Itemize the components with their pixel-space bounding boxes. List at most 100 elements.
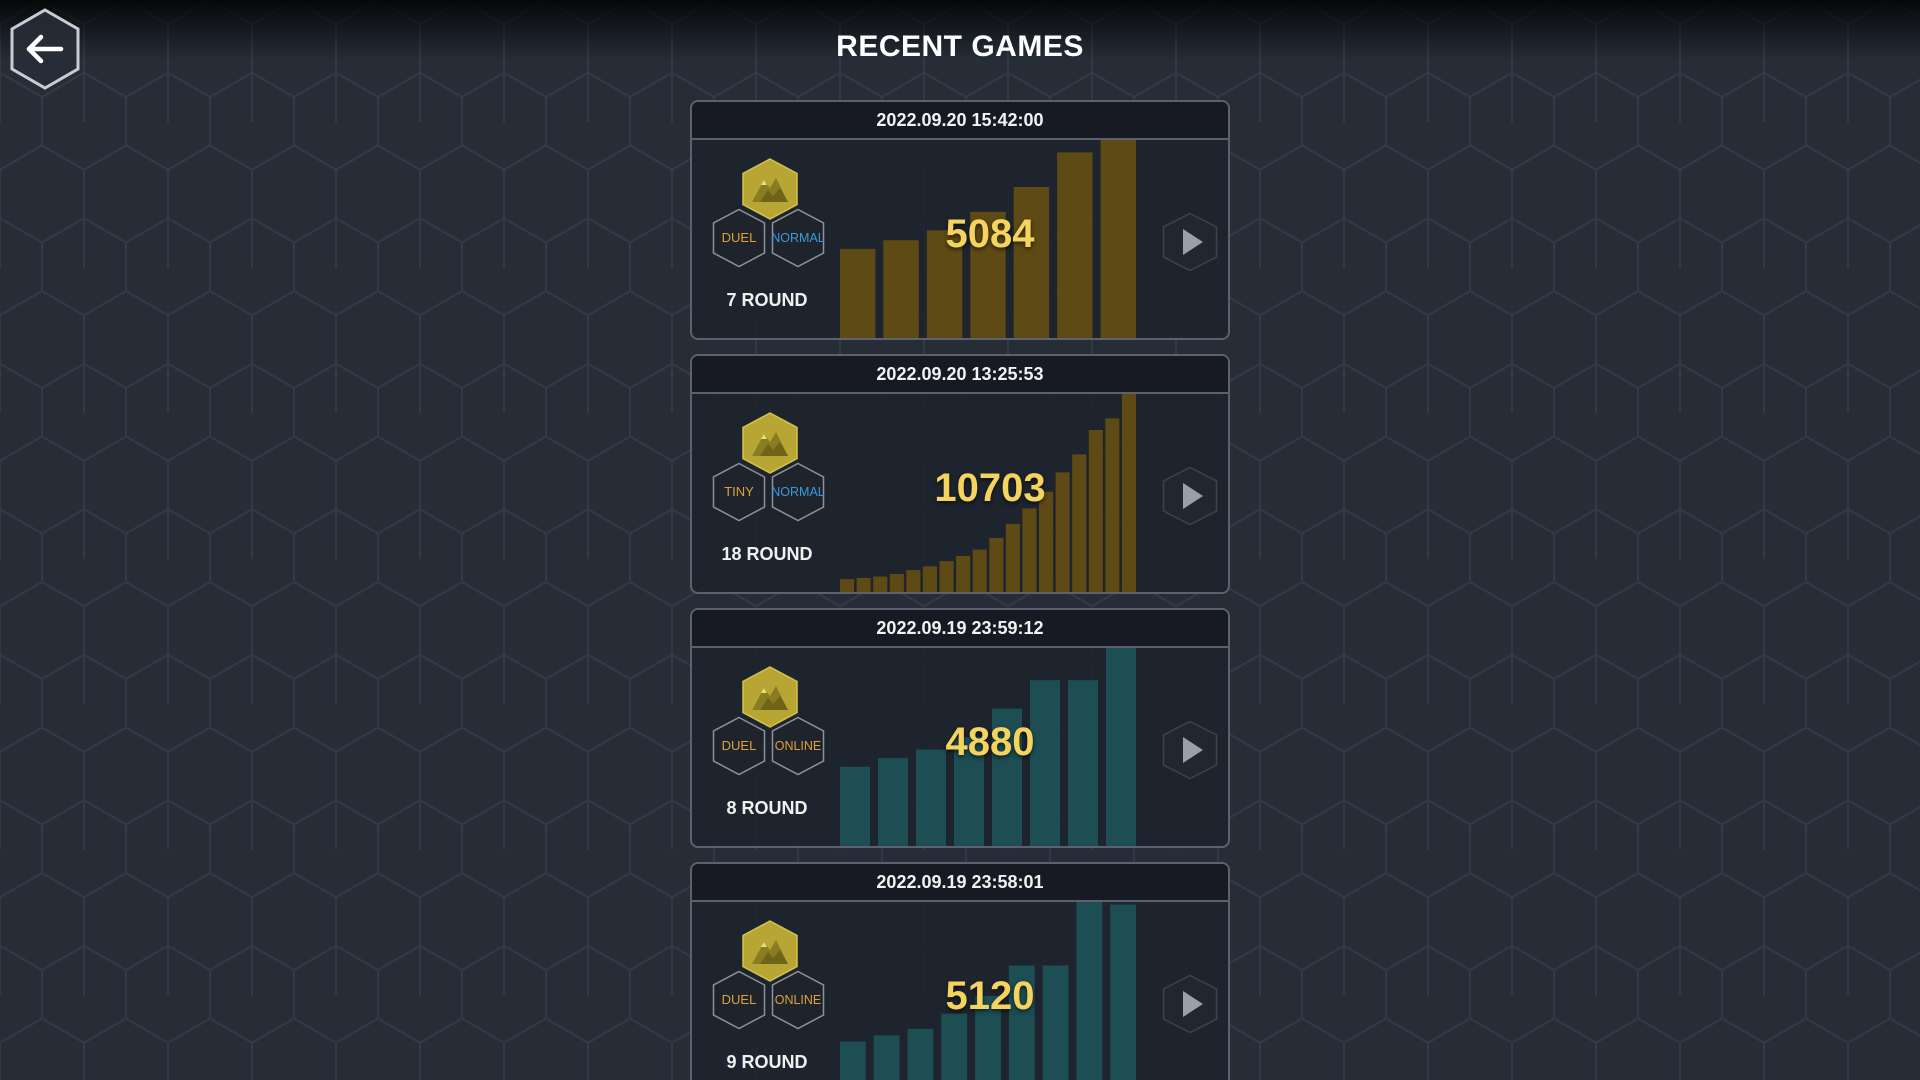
game-list: 2022.09.20 15:42:00 DUEL NORMAL 7 ROUND 5084… xyxy=(690,100,1230,1080)
round-bar xyxy=(975,995,1001,1080)
card-body: DUEL ONLINE 9 ROUND 5120 xyxy=(692,902,1228,1080)
round-bar xyxy=(922,566,937,592)
bar-chart xyxy=(840,648,1136,846)
round-bar xyxy=(878,758,908,846)
round-bar xyxy=(1121,394,1136,592)
round-count: 18 ROUND xyxy=(721,544,813,564)
round-bar xyxy=(1013,187,1050,338)
round-bar xyxy=(939,561,954,592)
replay-button[interactable] xyxy=(1162,212,1218,272)
replay-button[interactable] xyxy=(1162,974,1218,1034)
type-label: NORMAL xyxy=(771,231,825,245)
game-card[interactable]: 2022.09.19 23:59:12 DUEL ONLINE 8 ROUND 4880 xyxy=(690,608,1230,848)
round-bar xyxy=(873,1035,900,1080)
round-bar xyxy=(840,766,870,846)
type-tag: ONLINE xyxy=(771,970,825,1030)
round-bar xyxy=(989,538,1004,592)
round-bar xyxy=(1076,902,1103,1080)
mode-label: TINY xyxy=(724,484,754,499)
replay-button[interactable] xyxy=(1162,466,1218,526)
mountain-map-icon xyxy=(742,666,798,728)
game-score: 5120 xyxy=(945,974,1035,1018)
mode-label: DUEL xyxy=(721,738,757,753)
play-icon xyxy=(1162,974,1218,1034)
play-icon xyxy=(1162,720,1218,780)
round-score-chart xyxy=(840,902,1140,1080)
mode-tag: DUEL xyxy=(712,970,766,1030)
game-score: 4880 xyxy=(945,720,1035,764)
round-bar xyxy=(1042,965,1069,1080)
game-badges: DUEL ONLINE 9 ROUND xyxy=(702,920,825,1080)
round-count: 8 ROUND xyxy=(726,798,808,818)
round-bar xyxy=(883,240,919,338)
round-bar xyxy=(840,1041,866,1080)
round-bar xyxy=(1088,430,1103,592)
round-count: 7 ROUND xyxy=(726,290,808,310)
mountain-map-icon xyxy=(742,920,798,982)
mode-label: DUEL xyxy=(721,992,757,1007)
game-badges: DUEL NORMAL 7 ROUND xyxy=(702,158,825,328)
mode-label: DUEL xyxy=(721,230,757,245)
mode-tag: TINY xyxy=(712,462,766,522)
back-button[interactable] xyxy=(8,8,82,90)
round-bar xyxy=(926,230,963,338)
type-label: ONLINE xyxy=(774,993,822,1007)
round-bar xyxy=(1068,680,1098,846)
round-bar xyxy=(970,211,1006,338)
play-icon xyxy=(1162,212,1218,272)
bar-chart xyxy=(840,902,1136,1080)
round-bar xyxy=(907,1028,934,1080)
type-label: NORMAL xyxy=(771,485,825,499)
round-bar xyxy=(1072,454,1087,592)
round-bar xyxy=(1055,472,1070,592)
round-bar xyxy=(873,576,888,592)
round-bar xyxy=(956,556,971,592)
round-bar xyxy=(1030,680,1060,846)
round-bar xyxy=(840,248,876,338)
game-score: 10703 xyxy=(934,466,1046,510)
round-bar xyxy=(1105,418,1120,592)
game-timestamp: 2022.09.19 23:58:01 xyxy=(692,864,1228,902)
round-bar xyxy=(954,737,984,846)
round-bar xyxy=(1100,140,1136,338)
round-bar xyxy=(941,1013,968,1080)
round-bar xyxy=(889,574,904,592)
card-body: TINY NORMAL 18 ROUND 10703 xyxy=(692,394,1228,592)
card-body: DUEL ONLINE 8 ROUND 4880 xyxy=(692,648,1228,846)
round-bar xyxy=(1057,152,1093,338)
round-count: 9 ROUND xyxy=(726,1052,808,1072)
round-bar xyxy=(1106,648,1136,846)
game-card[interactable]: 2022.09.20 13:25:53 TINY NORMAL 18 ROUND 107… xyxy=(690,354,1230,594)
page-title: RECENT GAMES xyxy=(836,30,1084,63)
round-score-chart xyxy=(840,394,1140,592)
game-score: 5084 xyxy=(945,212,1035,256)
mountain-map-icon xyxy=(742,412,798,474)
game-badges: TINY NORMAL 18 ROUND xyxy=(702,412,825,582)
game-badges: DUEL ONLINE 8 ROUND xyxy=(702,666,825,836)
round-bar xyxy=(1008,965,1035,1080)
game-card[interactable]: 2022.09.20 15:42:00 DUEL NORMAL 7 ROUND 5084 xyxy=(690,100,1230,340)
round-bar xyxy=(840,579,855,592)
round-score-chart xyxy=(840,140,1140,338)
round-bar xyxy=(856,577,871,592)
type-tag: ONLINE xyxy=(771,716,825,776)
replay-button[interactable] xyxy=(1162,720,1218,780)
game-card[interactable]: 2022.09.19 23:58:01 DUEL ONLINE 9 ROUND 5120 xyxy=(690,862,1230,1080)
card-body: DUEL NORMAL 7 ROUND 5084 xyxy=(692,140,1228,338)
round-bar xyxy=(1005,523,1020,592)
round-bar xyxy=(1039,491,1054,592)
game-timestamp: 2022.09.20 15:42:00 xyxy=(692,102,1228,140)
mode-tag: DUEL xyxy=(712,716,766,776)
round-bar xyxy=(1110,904,1136,1080)
round-score-chart xyxy=(840,648,1140,846)
bar-chart xyxy=(840,140,1136,338)
round-bar xyxy=(992,708,1022,846)
type-tag: NORMAL xyxy=(771,462,825,522)
round-bar xyxy=(906,570,921,592)
round-bar xyxy=(916,749,946,846)
play-icon xyxy=(1162,466,1218,526)
round-bar xyxy=(1022,508,1037,592)
round-bar xyxy=(972,549,987,592)
arrow-left-icon xyxy=(10,8,80,90)
mountain-map-icon xyxy=(742,158,798,220)
